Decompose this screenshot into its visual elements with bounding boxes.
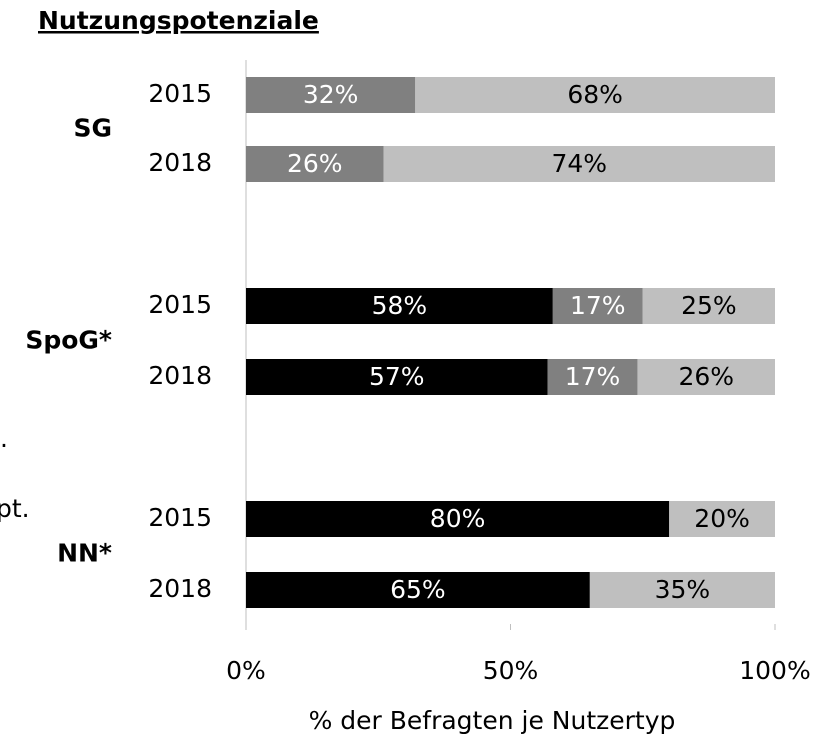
x-tick-label: 0%: [226, 656, 266, 685]
data-label: 35%: [655, 575, 711, 604]
y-tick-label: 2018: [148, 148, 212, 177]
data-label: 17%: [565, 362, 621, 391]
y-tick-label: 2015: [148, 290, 212, 319]
data-label: 57%: [369, 362, 425, 391]
data-label: 58%: [372, 291, 428, 320]
bar-segment: [246, 288, 553, 324]
y-tick-label: 2015: [148, 503, 212, 532]
group-label: NN*: [57, 539, 112, 568]
y-tick-label: 2015: [148, 79, 212, 108]
bar-segment: [383, 146, 775, 182]
group-label: SG: [73, 114, 112, 143]
bar-segment: [246, 359, 548, 395]
data-label: 68%: [567, 80, 623, 109]
bar-segment: [589, 572, 775, 608]
chart-title: Nutzungspotenziale: [38, 6, 319, 35]
y-tick-label: 2018: [148, 361, 212, 390]
data-label: 32%: [303, 80, 359, 109]
bar-segment: [246, 501, 670, 537]
data-label: 80%: [430, 504, 486, 533]
bar-segment: [246, 77, 416, 113]
annotation: pt.: [0, 494, 30, 523]
data-label: 20%: [694, 504, 750, 533]
x-tick-label: 100%: [739, 656, 810, 685]
bar-segment: [415, 77, 775, 113]
bar-segment: [642, 288, 775, 324]
data-label: 25%: [681, 291, 737, 320]
data-label: 17%: [570, 291, 626, 320]
bar-segment: [552, 288, 643, 324]
data-label: 26%: [287, 149, 343, 178]
y-tick-label: 2018: [148, 574, 212, 603]
bar-segment: [547, 359, 638, 395]
bar-segment: [637, 359, 775, 395]
bar-segment: [246, 572, 590, 608]
x-axis-label: % der Befragten je Nutzertyp: [309, 706, 676, 735]
data-label: 65%: [390, 575, 446, 604]
data-label: 26%: [678, 362, 734, 391]
annotation: .: [0, 424, 8, 453]
group-label: SpoG*: [25, 326, 112, 355]
bar-segment: [669, 501, 775, 537]
x-tick-label: 50%: [483, 656, 539, 685]
data-label: 74%: [551, 149, 607, 178]
bar-segment: [246, 146, 384, 182]
